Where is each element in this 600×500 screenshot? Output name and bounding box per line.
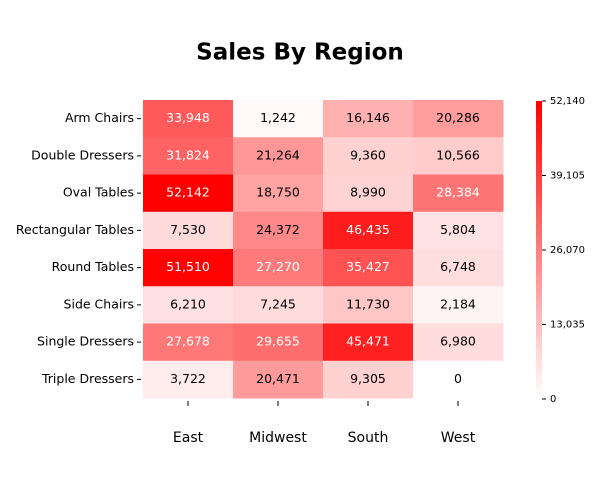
heatmap-cell (233, 100, 324, 138)
heatmap-cell (143, 211, 234, 250)
x-tick-label: West (441, 430, 476, 446)
cell-label: 52,142 (166, 185, 210, 200)
heatmap-cell (233, 174, 324, 213)
y-tick-label: Oval Tables (63, 185, 134, 200)
heatmap-cell (413, 360, 504, 399)
heatmap-cell (143, 100, 234, 138)
heatmap-cell (413, 249, 504, 287)
cell-label: 33,948 (166, 110, 210, 125)
heatmap-cell (233, 323, 324, 362)
cell-label: 1,242 (260, 110, 296, 125)
heatmap-cell (323, 249, 414, 287)
heatmap-cell (323, 211, 414, 250)
cell-label: 7,245 (260, 296, 296, 311)
heatmap-cell (413, 174, 504, 213)
cell-label: 8,990 (350, 185, 386, 200)
cell-label: 27,678 (166, 334, 210, 349)
cell-label: 21,264 (256, 147, 300, 162)
cell-label: 27,270 (256, 259, 300, 274)
heatmap-cell (233, 360, 324, 399)
heatmap-cell (323, 137, 414, 175)
cell-label: 20,471 (256, 371, 300, 386)
colorbar-tick-label: 26,070 (550, 245, 585, 256)
cell-label: 2,184 (440, 296, 476, 311)
cell-label: 46,435 (346, 222, 390, 237)
cell-label: 20,286 (436, 110, 480, 125)
cell-label: 24,372 (256, 222, 300, 237)
cell-label: 3,722 (170, 371, 206, 386)
heatmap-cell (323, 286, 414, 324)
heatmap-cell (233, 137, 324, 175)
heatmap-cell (413, 211, 504, 250)
heatmap-cell (323, 100, 414, 138)
x-tick-label: South (348, 430, 389, 446)
cell-label: 35,427 (346, 259, 390, 274)
cell-label: 45,471 (346, 334, 390, 349)
heatmap-cell (413, 323, 504, 362)
heatmap-cell (323, 360, 414, 399)
cell-label: 16,146 (346, 110, 390, 125)
heatmap-cell (233, 286, 324, 324)
heatmap-cell (413, 137, 504, 175)
cell-label: 0 (454, 371, 462, 386)
y-tick-label: Triple Dressers (41, 371, 134, 386)
y-tick-label: Arm Chairs (65, 110, 134, 125)
y-tick-label: Single Dressers (37, 334, 134, 349)
cell-label: 7,530 (170, 222, 206, 237)
colorbar (536, 101, 542, 399)
heatmap-cell (143, 286, 234, 324)
x-tick-label: East (173, 430, 204, 446)
heatmap-cell (323, 323, 414, 362)
x-tick-label: Midwest (249, 430, 307, 446)
cell-label: 28,384 (436, 185, 480, 200)
cell-label: 5,804 (440, 222, 476, 237)
colorbar-tick-label: 39,105 (550, 171, 585, 182)
cell-label: 6,980 (440, 334, 476, 349)
y-tick-label: Double Dressers (31, 147, 134, 162)
y-tick-label: Side Chairs (64, 296, 134, 311)
cell-label: 6,210 (170, 296, 206, 311)
cell-label: 31,824 (166, 147, 210, 162)
heatmap-cell (143, 323, 234, 362)
cell-label: 29,655 (256, 334, 300, 349)
colorbar-tick-label: 0 (550, 394, 556, 405)
cell-label: 10,566 (436, 147, 480, 162)
heatmap-cell (143, 249, 234, 287)
cell-label: 9,305 (350, 371, 386, 386)
heatmap-cell (413, 100, 504, 138)
cell-label: 51,510 (166, 259, 210, 274)
cell-label: 9,360 (350, 147, 386, 162)
cell-label: 11,730 (346, 296, 390, 311)
cell-label: 18,750 (256, 185, 300, 200)
heatmap-cell (143, 174, 234, 213)
heatmap-cell (233, 211, 324, 250)
heatmap-cell (233, 249, 324, 287)
heatmap-cell (143, 360, 234, 399)
chart-title: Sales By Region (196, 40, 404, 66)
heatmap-cell (413, 286, 504, 324)
colorbar-tick-label: 52,140 (550, 96, 585, 107)
y-tick-label: Round Tables (52, 259, 134, 274)
cell-label: 6,748 (440, 259, 476, 274)
heatmap-cell (143, 137, 234, 175)
heatmap-cell (323, 174, 414, 213)
colorbar-tick-label: 13,035 (550, 320, 585, 331)
y-tick-label: Rectangular Tables (16, 222, 134, 237)
